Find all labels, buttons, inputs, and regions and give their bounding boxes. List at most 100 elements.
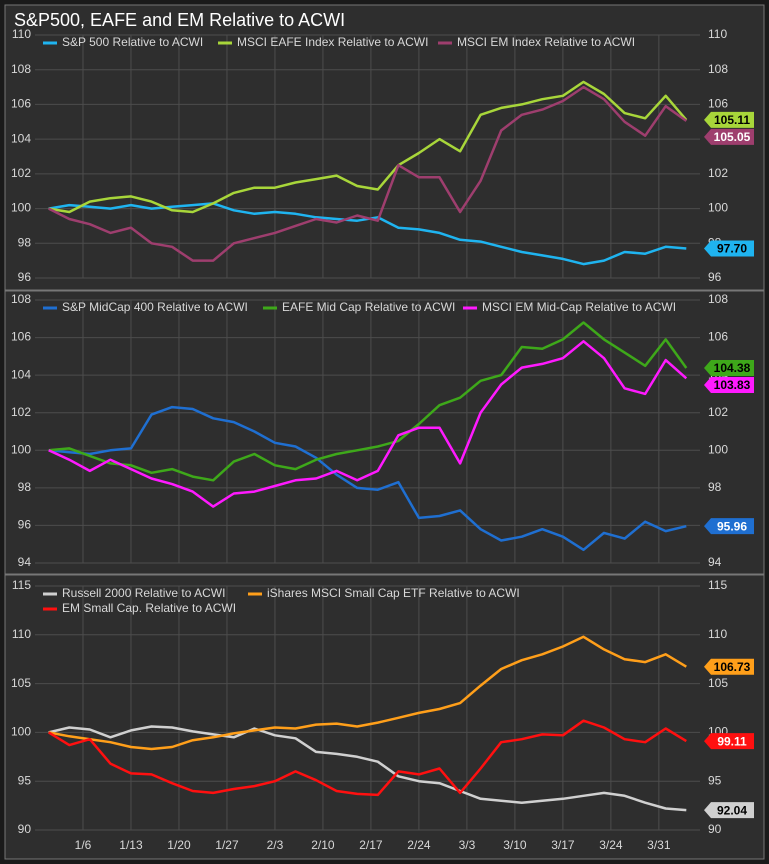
legend-label: Russell 2000 Relative to ACWI bbox=[62, 586, 225, 600]
x-tick-label: 3/17 bbox=[551, 838, 575, 852]
y2-tick-label: 115 bbox=[708, 578, 727, 592]
legend-label: MSCI EAFE Index Relative to ACWI bbox=[237, 35, 428, 49]
end-label-box bbox=[704, 377, 754, 394]
y-tick-label: 98 bbox=[18, 480, 32, 494]
y2-tick-label: 110 bbox=[708, 627, 727, 641]
series-line bbox=[48, 80, 688, 214]
y-tick-label: 115 bbox=[12, 578, 31, 592]
y2-tick-label: 106 bbox=[708, 330, 728, 344]
legend-label: S&P MidCap 400 Relative to ACWI bbox=[62, 300, 248, 314]
end-label-box bbox=[704, 240, 754, 257]
x-tick-label: 3/10 bbox=[503, 838, 527, 852]
y-tick-label: 104 bbox=[11, 131, 31, 145]
y-tick-label: 110 bbox=[12, 627, 31, 641]
y2-tick-label: 100 bbox=[708, 442, 728, 456]
series-line bbox=[48, 635, 687, 751]
y-tick-label: 106 bbox=[11, 97, 31, 111]
y-tick-label: 94 bbox=[18, 555, 32, 569]
end-label: 92.04 bbox=[704, 802, 754, 819]
legend-label: iShares MSCI Small Cap ETF Relative to A… bbox=[267, 586, 520, 600]
legend-label: MSCI EM Index Relative to ACWI bbox=[457, 35, 635, 49]
y2-tick-label: 100 bbox=[708, 201, 728, 215]
y2-tick-label: 108 bbox=[708, 62, 728, 76]
panel bbox=[4, 574, 765, 860]
end-label: 97.70 bbox=[704, 240, 754, 257]
y2-tick-label: 102 bbox=[708, 405, 728, 419]
y-tick-label: 102 bbox=[11, 405, 31, 419]
y-tick-label: 110 bbox=[12, 27, 31, 41]
y2-tick-label: 106 bbox=[708, 97, 728, 111]
series-line bbox=[48, 85, 688, 262]
end-label-text: 103.83 bbox=[714, 378, 751, 392]
y-tick-label: 96 bbox=[18, 270, 32, 284]
end-label-text: 99.11 bbox=[717, 734, 747, 748]
y-tick-label: 105 bbox=[11, 676, 31, 690]
y-tick-label: 100 bbox=[11, 442, 31, 456]
end-label: 105.11 bbox=[704, 111, 754, 128]
end-label-box bbox=[704, 733, 754, 750]
y2-tick-label: 110 bbox=[708, 27, 727, 41]
x-tick-label: 3/24 bbox=[599, 838, 623, 852]
legend-label: S&P 500 Relative to ACWI bbox=[62, 35, 203, 49]
y2-tick-label: 98 bbox=[708, 480, 722, 494]
legend-label: MSCI EM Mid-Cap Relative to ACWI bbox=[482, 300, 676, 314]
y2-tick-label: 95 bbox=[708, 773, 722, 787]
end-label-box bbox=[704, 658, 754, 675]
y-tick-label: 100 bbox=[11, 725, 31, 739]
end-label-box bbox=[704, 128, 754, 145]
y-tick-label: 98 bbox=[18, 235, 32, 249]
y-tick-label: 108 bbox=[11, 62, 31, 76]
x-tick-label: 2/3 bbox=[267, 838, 284, 852]
y2-tick-label: 108 bbox=[708, 292, 728, 306]
end-label: 95.96 bbox=[704, 518, 754, 535]
end-label-text: 92.04 bbox=[717, 803, 747, 817]
series-line bbox=[48, 725, 687, 812]
legend-label: EAFE Mid Cap Relative to ACWI bbox=[282, 300, 455, 314]
end-label: 99.11 bbox=[704, 733, 754, 750]
end-label-text: 95.96 bbox=[717, 519, 747, 533]
end-label-box bbox=[704, 518, 754, 535]
y-tick-label: 90 bbox=[18, 822, 32, 836]
end-label-box bbox=[704, 360, 754, 377]
chart-title: S&P500, EAFE and EM Relative to ACWI bbox=[14, 10, 345, 30]
y2-tick-label: 94 bbox=[708, 555, 722, 569]
x-tick-label: 3/31 bbox=[647, 838, 671, 852]
y2-tick-label: 90 bbox=[708, 822, 722, 836]
end-label: 104.38 bbox=[704, 360, 754, 377]
y-tick-label: 108 bbox=[11, 292, 31, 306]
end-label-text: 104.38 bbox=[714, 361, 751, 375]
y2-tick-label: 102 bbox=[708, 166, 728, 180]
x-tick-label: 1/27 bbox=[215, 838, 239, 852]
series-line bbox=[48, 340, 688, 508]
end-label-box bbox=[704, 111, 754, 128]
end-label-text: 106.73 bbox=[714, 660, 751, 674]
end-label: 106.73 bbox=[704, 658, 754, 675]
y-tick-label: 102 bbox=[11, 166, 31, 180]
series-line bbox=[48, 405, 687, 552]
end-label-text: 105.05 bbox=[714, 130, 751, 144]
legend-label: EM Small Cap. Relative to ACWI bbox=[62, 601, 236, 615]
y-tick-label: 106 bbox=[11, 330, 31, 344]
series-line bbox=[48, 321, 688, 482]
end-label-text: 97.70 bbox=[717, 242, 747, 256]
end-label-box bbox=[704, 802, 754, 819]
y-tick-label: 96 bbox=[18, 518, 32, 532]
y-tick-label: 100 bbox=[11, 201, 31, 215]
x-tick-label: 2/10 bbox=[311, 838, 335, 852]
y-tick-label: 95 bbox=[18, 773, 32, 787]
end-label: 105.05 bbox=[704, 128, 754, 145]
y-tick-label: 104 bbox=[11, 367, 31, 381]
series-line bbox=[48, 719, 687, 797]
panel bbox=[4, 290, 765, 575]
x-tick-label: 1/20 bbox=[167, 838, 191, 852]
y2-tick-label: 96 bbox=[708, 270, 722, 284]
end-label-text: 105.11 bbox=[714, 113, 750, 127]
x-tick-label: 1/13 bbox=[119, 838, 143, 852]
x-tick-label: 2/17 bbox=[359, 838, 383, 852]
x-tick-label: 2/24 bbox=[407, 838, 431, 852]
end-label: 103.83 bbox=[704, 377, 754, 394]
y2-tick-label: 105 bbox=[708, 676, 728, 690]
x-tick-label: 3/3 bbox=[459, 838, 476, 852]
